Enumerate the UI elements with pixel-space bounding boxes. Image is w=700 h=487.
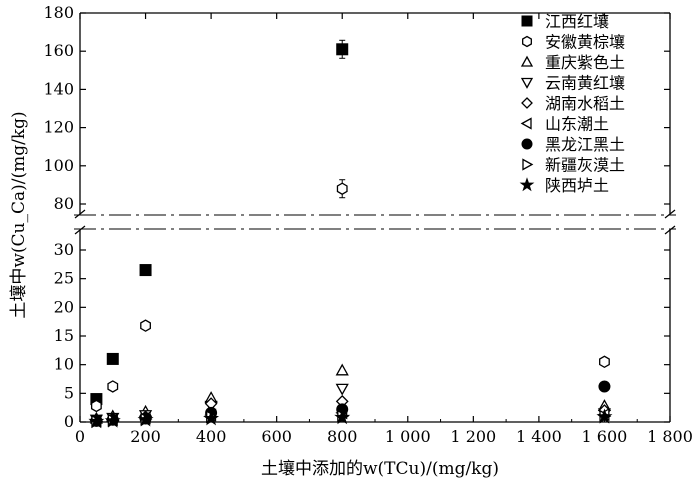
legend-marker <box>520 77 534 89</box>
x-tick-label: 1 200 <box>450 427 496 446</box>
legend-label: 云南黄红壤 <box>545 74 625 93</box>
legend-item: 江西红壤 <box>521 12 609 31</box>
legend-label: 山东潮土 <box>545 115 609 134</box>
x-tick-label: 1 400 <box>516 427 562 446</box>
axis-break-slash <box>74 225 86 235</box>
data-point <box>90 399 102 413</box>
y-axis-title: 土壤中w(Cu_Ca)/(mg/kg) <box>8 111 29 318</box>
series-8 <box>91 409 612 429</box>
data-point <box>107 380 119 393</box>
data-point <box>137 411 154 427</box>
legend-item: 安徽黄棕壤 <box>522 33 625 52</box>
series-5 <box>89 394 611 427</box>
y-tick-label: 80 <box>54 194 74 213</box>
y-tick-label: 20 <box>54 297 74 316</box>
x-tick-label: 200 <box>130 427 161 446</box>
series-3 <box>89 363 612 424</box>
legend-marker <box>519 177 535 192</box>
data-point <box>106 352 119 365</box>
legend-label: 黑龙江黑土 <box>545 135 625 154</box>
series-7 <box>90 380 611 427</box>
legend-item: 山东潮土 <box>520 115 609 134</box>
data-point <box>88 413 105 429</box>
y-tick-label: 140 <box>43 79 74 98</box>
y-tick-label: 30 <box>54 240 74 259</box>
y-tick-label: 15 <box>54 326 74 345</box>
data-point <box>139 264 152 277</box>
data-point <box>140 319 151 332</box>
legend-marker <box>522 158 534 171</box>
data-point <box>104 412 121 428</box>
data-point <box>336 182 348 195</box>
legend-item: 陕西垆土 <box>519 176 609 195</box>
legend-item: 新疆灰漠土 <box>522 156 625 175</box>
x-tick-label: 600 <box>261 427 292 446</box>
y-tick-label: 0 <box>64 412 74 431</box>
series-1 <box>90 39 349 406</box>
series-6 <box>89 406 610 428</box>
legend: 江西红壤安徽黄棕壤重庆紫色土云南黄红壤湖南水稻土山东潮土黑龙江黑土新疆灰漠土陕西… <box>519 12 625 195</box>
y-tick-label: 160 <box>43 41 74 60</box>
series-2 <box>90 179 610 413</box>
legend-label: 安徽黄棕壤 <box>545 33 625 52</box>
x-tick-label: 0 <box>75 427 85 446</box>
legend-marker <box>522 35 532 48</box>
legend-item: 湖南水稻土 <box>521 94 625 113</box>
legend-marker <box>521 138 533 150</box>
x-tick-label: 1 600 <box>582 427 628 446</box>
legend-item: 黑龙江黑土 <box>521 135 625 154</box>
x-tick-label: 1 000 <box>385 427 431 446</box>
series-9 <box>88 408 613 429</box>
data-point <box>334 409 351 425</box>
legend-label: 陕西垆土 <box>545 176 609 195</box>
axes-group: 0 200 400 600 800 1 000 1 200 1 400 1 600 1 800 0 5… <box>43 3 692 446</box>
axis-break-slash <box>664 209 676 219</box>
legend-marker <box>520 117 532 130</box>
x-tick-label: 800 <box>327 427 358 446</box>
legend-label: 湖南水稻土 <box>545 94 625 113</box>
x-axis-title: 土壤中添加的w(TCu)/(mg/kg) <box>261 458 499 479</box>
legend-item: 云南黄红壤 <box>520 74 625 93</box>
x-tick-label: 400 <box>196 427 227 446</box>
data-point <box>599 355 610 369</box>
axis-break-slash <box>664 225 676 235</box>
y-tick-label: 5 <box>64 383 74 402</box>
data-point <box>336 43 349 56</box>
data-point <box>596 408 613 424</box>
data-point <box>335 363 349 376</box>
data-point <box>598 380 611 393</box>
y-tick-label: 10 <box>54 355 74 374</box>
legend-marker <box>521 15 533 27</box>
series-4 <box>89 383 612 427</box>
y-tick-label: 100 <box>43 156 74 175</box>
y-tick-label: 120 <box>43 118 74 137</box>
legend-label: 江西红壤 <box>545 12 609 31</box>
legend-label: 新疆灰漠土 <box>545 156 625 175</box>
y-tick-label: 25 <box>54 269 74 288</box>
axis-break-slash <box>74 209 86 219</box>
legend-label: 重庆紫色土 <box>545 53 625 72</box>
legend-marker <box>520 55 534 67</box>
data-point <box>203 410 220 426</box>
y-tick-label: 180 <box>43 3 74 22</box>
legend-item: 重庆紫色土 <box>520 53 625 72</box>
data-marks <box>88 39 613 429</box>
data-point <box>335 383 349 396</box>
x-tick-label: 1 800 <box>647 427 693 446</box>
legend-marker <box>521 97 533 109</box>
